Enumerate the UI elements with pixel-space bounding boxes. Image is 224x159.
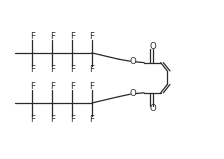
Text: F: F [70, 32, 75, 41]
Text: O: O [150, 104, 156, 113]
Text: F: F [30, 65, 35, 74]
Text: F: F [50, 115, 55, 124]
Text: F: F [70, 82, 75, 91]
Text: O: O [130, 57, 136, 66]
Text: F: F [90, 82, 95, 91]
Text: F: F [70, 115, 75, 124]
Text: O: O [130, 89, 136, 98]
Text: F: F [70, 65, 75, 74]
Text: F: F [30, 32, 35, 41]
Text: F: F [90, 115, 95, 124]
Text: F: F [90, 32, 95, 41]
Text: F: F [90, 65, 95, 74]
Text: F: F [30, 82, 35, 91]
Text: F: F [50, 32, 55, 41]
Text: O: O [150, 42, 156, 51]
Text: F: F [30, 115, 35, 124]
Text: F: F [50, 65, 55, 74]
Text: F: F [50, 82, 55, 91]
